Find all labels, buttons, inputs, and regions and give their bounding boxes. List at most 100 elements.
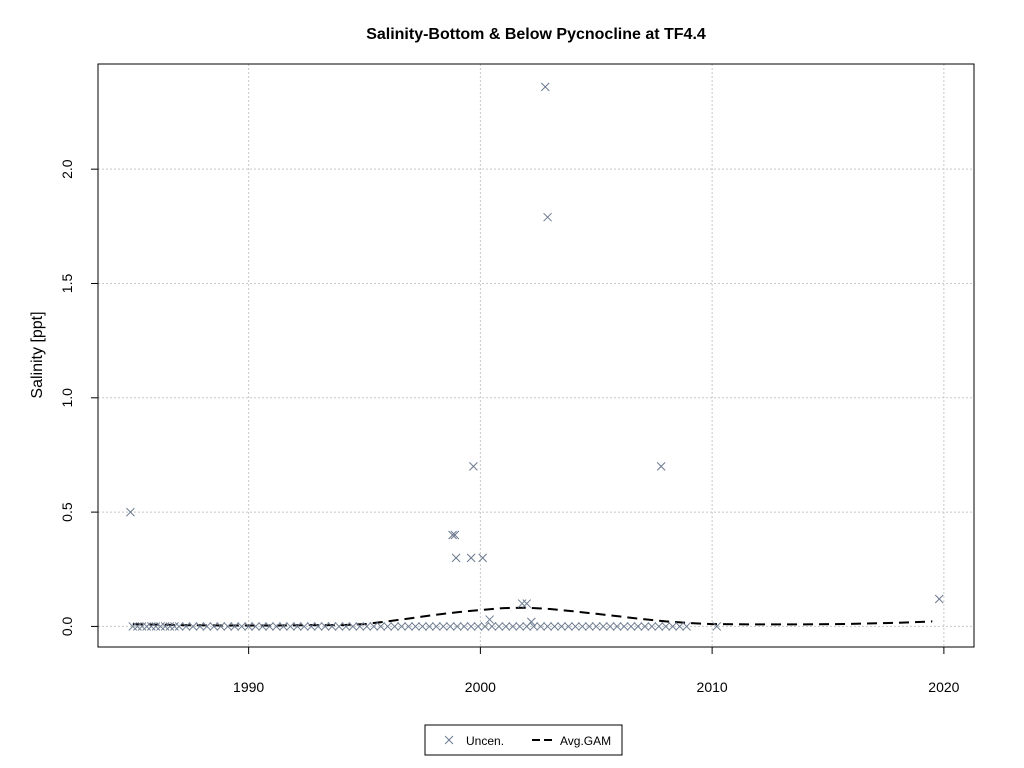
point-baseline-53	[473, 622, 483, 631]
point-baseline-58	[508, 622, 518, 631]
point-baseline-78	[647, 622, 657, 631]
point-baseline-52	[466, 622, 476, 631]
point-baseline-29	[306, 622, 316, 631]
point-baseline-12	[188, 622, 198, 631]
point-baseline-34	[341, 622, 351, 631]
point-6	[478, 553, 488, 563]
data-points-layer	[126, 82, 944, 631]
legend-uncen-label: Uncen.	[466, 734, 504, 748]
point-baseline-15	[209, 622, 219, 631]
point-baseline-31	[320, 622, 330, 631]
point-baseline-30	[313, 622, 323, 631]
point-9	[522, 599, 532, 608]
point-baseline-51	[459, 622, 469, 631]
point-baseline-46	[425, 622, 434, 631]
point-baseline-20	[244, 622, 253, 631]
point-7	[485, 615, 495, 624]
x-tick-label-3: 2020	[928, 679, 959, 695]
point-10	[527, 617, 536, 627]
point-baseline-74	[619, 622, 629, 631]
point-baseline-40	[383, 622, 393, 631]
point-4	[466, 553, 476, 563]
point-baseline-81	[668, 622, 678, 631]
point-baseline-43	[404, 622, 413, 631]
point-baseline-28	[299, 622, 309, 631]
gam-line	[132, 606, 933, 627]
point-baseline-68	[577, 622, 587, 631]
point-5	[469, 462, 478, 471]
point-baseline-73	[612, 622, 622, 631]
point-baseline-71	[598, 622, 608, 631]
point-baseline-61	[529, 622, 539, 631]
point-8	[517, 599, 527, 608]
y-axis-label: Salinity [ppt]	[29, 311, 46, 398]
point-baseline-65	[557, 622, 566, 631]
point-12	[543, 212, 552, 222]
point-baseline-41	[390, 622, 399, 631]
point-baseline-76	[633, 622, 643, 631]
x-tick-label-2: 2010	[697, 679, 728, 695]
point-baseline-23	[265, 622, 274, 631]
point-baseline-62	[536, 622, 545, 631]
legend: Uncen. Avg.GAM	[424, 724, 623, 756]
point-baseline-55	[487, 622, 497, 631]
point-baseline-17	[223, 622, 233, 631]
point-baseline-57	[501, 622, 511, 631]
point-baseline-11	[181, 622, 191, 631]
point-baseline-44	[411, 622, 420, 631]
point-baseline-84	[712, 622, 722, 631]
point-baseline-56	[494, 622, 504, 631]
plot-frame	[97, 63, 975, 648]
point-baseline-37	[362, 622, 372, 631]
point-baseline-39	[376, 622, 386, 631]
point-baseline-42	[397, 622, 406, 631]
point-baseline-33	[334, 622, 344, 631]
y-tick-label-4: 2.0	[59, 159, 75, 179]
point-baseline-26	[285, 622, 295, 631]
point-baseline-59	[515, 622, 525, 631]
gam-line-layer	[132, 606, 933, 627]
point-baseline-69	[584, 622, 594, 631]
point-baseline-16	[216, 622, 226, 631]
point-0	[126, 507, 135, 517]
point-baseline-10	[174, 622, 184, 631]
point-baseline-27	[292, 622, 302, 631]
point-13	[656, 462, 666, 471]
x-axis: 1990 2000 2010 2020	[233, 647, 960, 695]
point-2	[450, 530, 460, 540]
grid-lines	[98, 64, 974, 647]
point-baseline-18	[230, 622, 240, 631]
point-1	[448, 530, 457, 540]
point-baseline-36	[355, 622, 365, 631]
point-baseline-32	[327, 622, 337, 631]
point-baseline-80	[661, 622, 671, 631]
point-14	[934, 594, 944, 604]
y-tick-label-2: 1.0	[59, 388, 75, 408]
point-baseline-79	[654, 622, 664, 631]
point-baseline-83	[682, 622, 691, 631]
point-baseline-47	[431, 622, 441, 631]
y-tick-label-0: 0.0	[59, 616, 75, 636]
point-baseline-19	[237, 622, 247, 631]
point-3	[451, 553, 461, 563]
point-baseline-35	[348, 622, 358, 631]
point-baseline-82	[675, 622, 685, 631]
x-tick-label-0: 1990	[233, 679, 264, 695]
point-baseline-38	[369, 622, 379, 631]
legend-uncen-marker	[444, 735, 454, 745]
point-baseline-48	[438, 622, 448, 631]
point-baseline-77	[640, 622, 650, 631]
point-baseline-14	[202, 622, 212, 631]
legend-gam-label: Avg.GAM	[560, 734, 611, 748]
y-axis: 0.0 0.5 1.0 1.5 2.0	[59, 159, 98, 636]
point-baseline-25	[279, 622, 288, 631]
y-tick-label-1: 0.5	[59, 502, 75, 522]
point-baseline-50	[452, 622, 462, 631]
point-baseline-75	[626, 622, 636, 631]
point-baseline-24	[272, 622, 281, 631]
y-tick-label-3: 1.5	[59, 274, 75, 294]
chart-title: Salinity-Bottom & Below Pycnocline at TF…	[366, 26, 706, 43]
point-baseline-66	[564, 622, 573, 631]
point-baseline-70	[591, 622, 601, 631]
